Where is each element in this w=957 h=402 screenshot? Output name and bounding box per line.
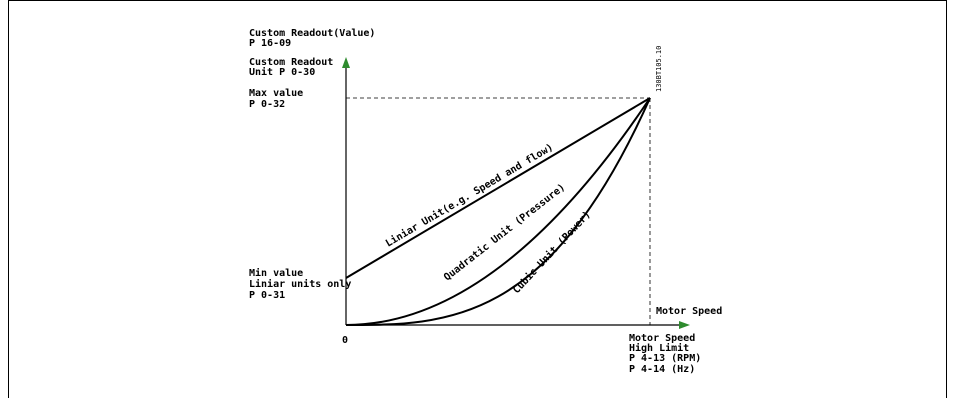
linear-curve-label: Liniar Unit(e.g. Speed and flow) (383, 141, 555, 249)
linear-curve (345, 97, 651, 279)
max-value-line-1: Max value (249, 88, 303, 99)
high-limit-line-4: P 4-14 (Hz) (629, 364, 695, 375)
max-value-line-2: P 0-32 (249, 99, 285, 110)
origin-label: 0 (342, 335, 348, 346)
quadratic-curve (345, 97, 651, 326)
x-axis-label: Motor Speed (656, 306, 722, 317)
x-axis-arrow (679, 321, 690, 329)
high-limit-line-1: Motor Speed (629, 333, 695, 344)
figure-frame (8, 0, 947, 398)
figure-reference: 130BT105.10 (655, 46, 663, 92)
y-title-line-2: P 16-09 (249, 38, 291, 49)
y-title-line-3: Custom Readout (249, 57, 333, 68)
y-axis-arrow (342, 57, 350, 68)
high-limit-line-3: P 4-13 (RPM) (629, 353, 701, 364)
min-value-line-3: P 0-31 (249, 290, 285, 301)
min-value-line-2: Liniar units only (249, 278, 351, 290)
cubic-curve (345, 97, 651, 326)
high-limit-line-2: High Limit (629, 342, 689, 354)
y-title-line-1: Custom Readout(Value) (249, 28, 375, 39)
min-value-line-1: Min value (249, 267, 303, 279)
y-title-line-4: Unit P 0-30 (249, 66, 315, 78)
